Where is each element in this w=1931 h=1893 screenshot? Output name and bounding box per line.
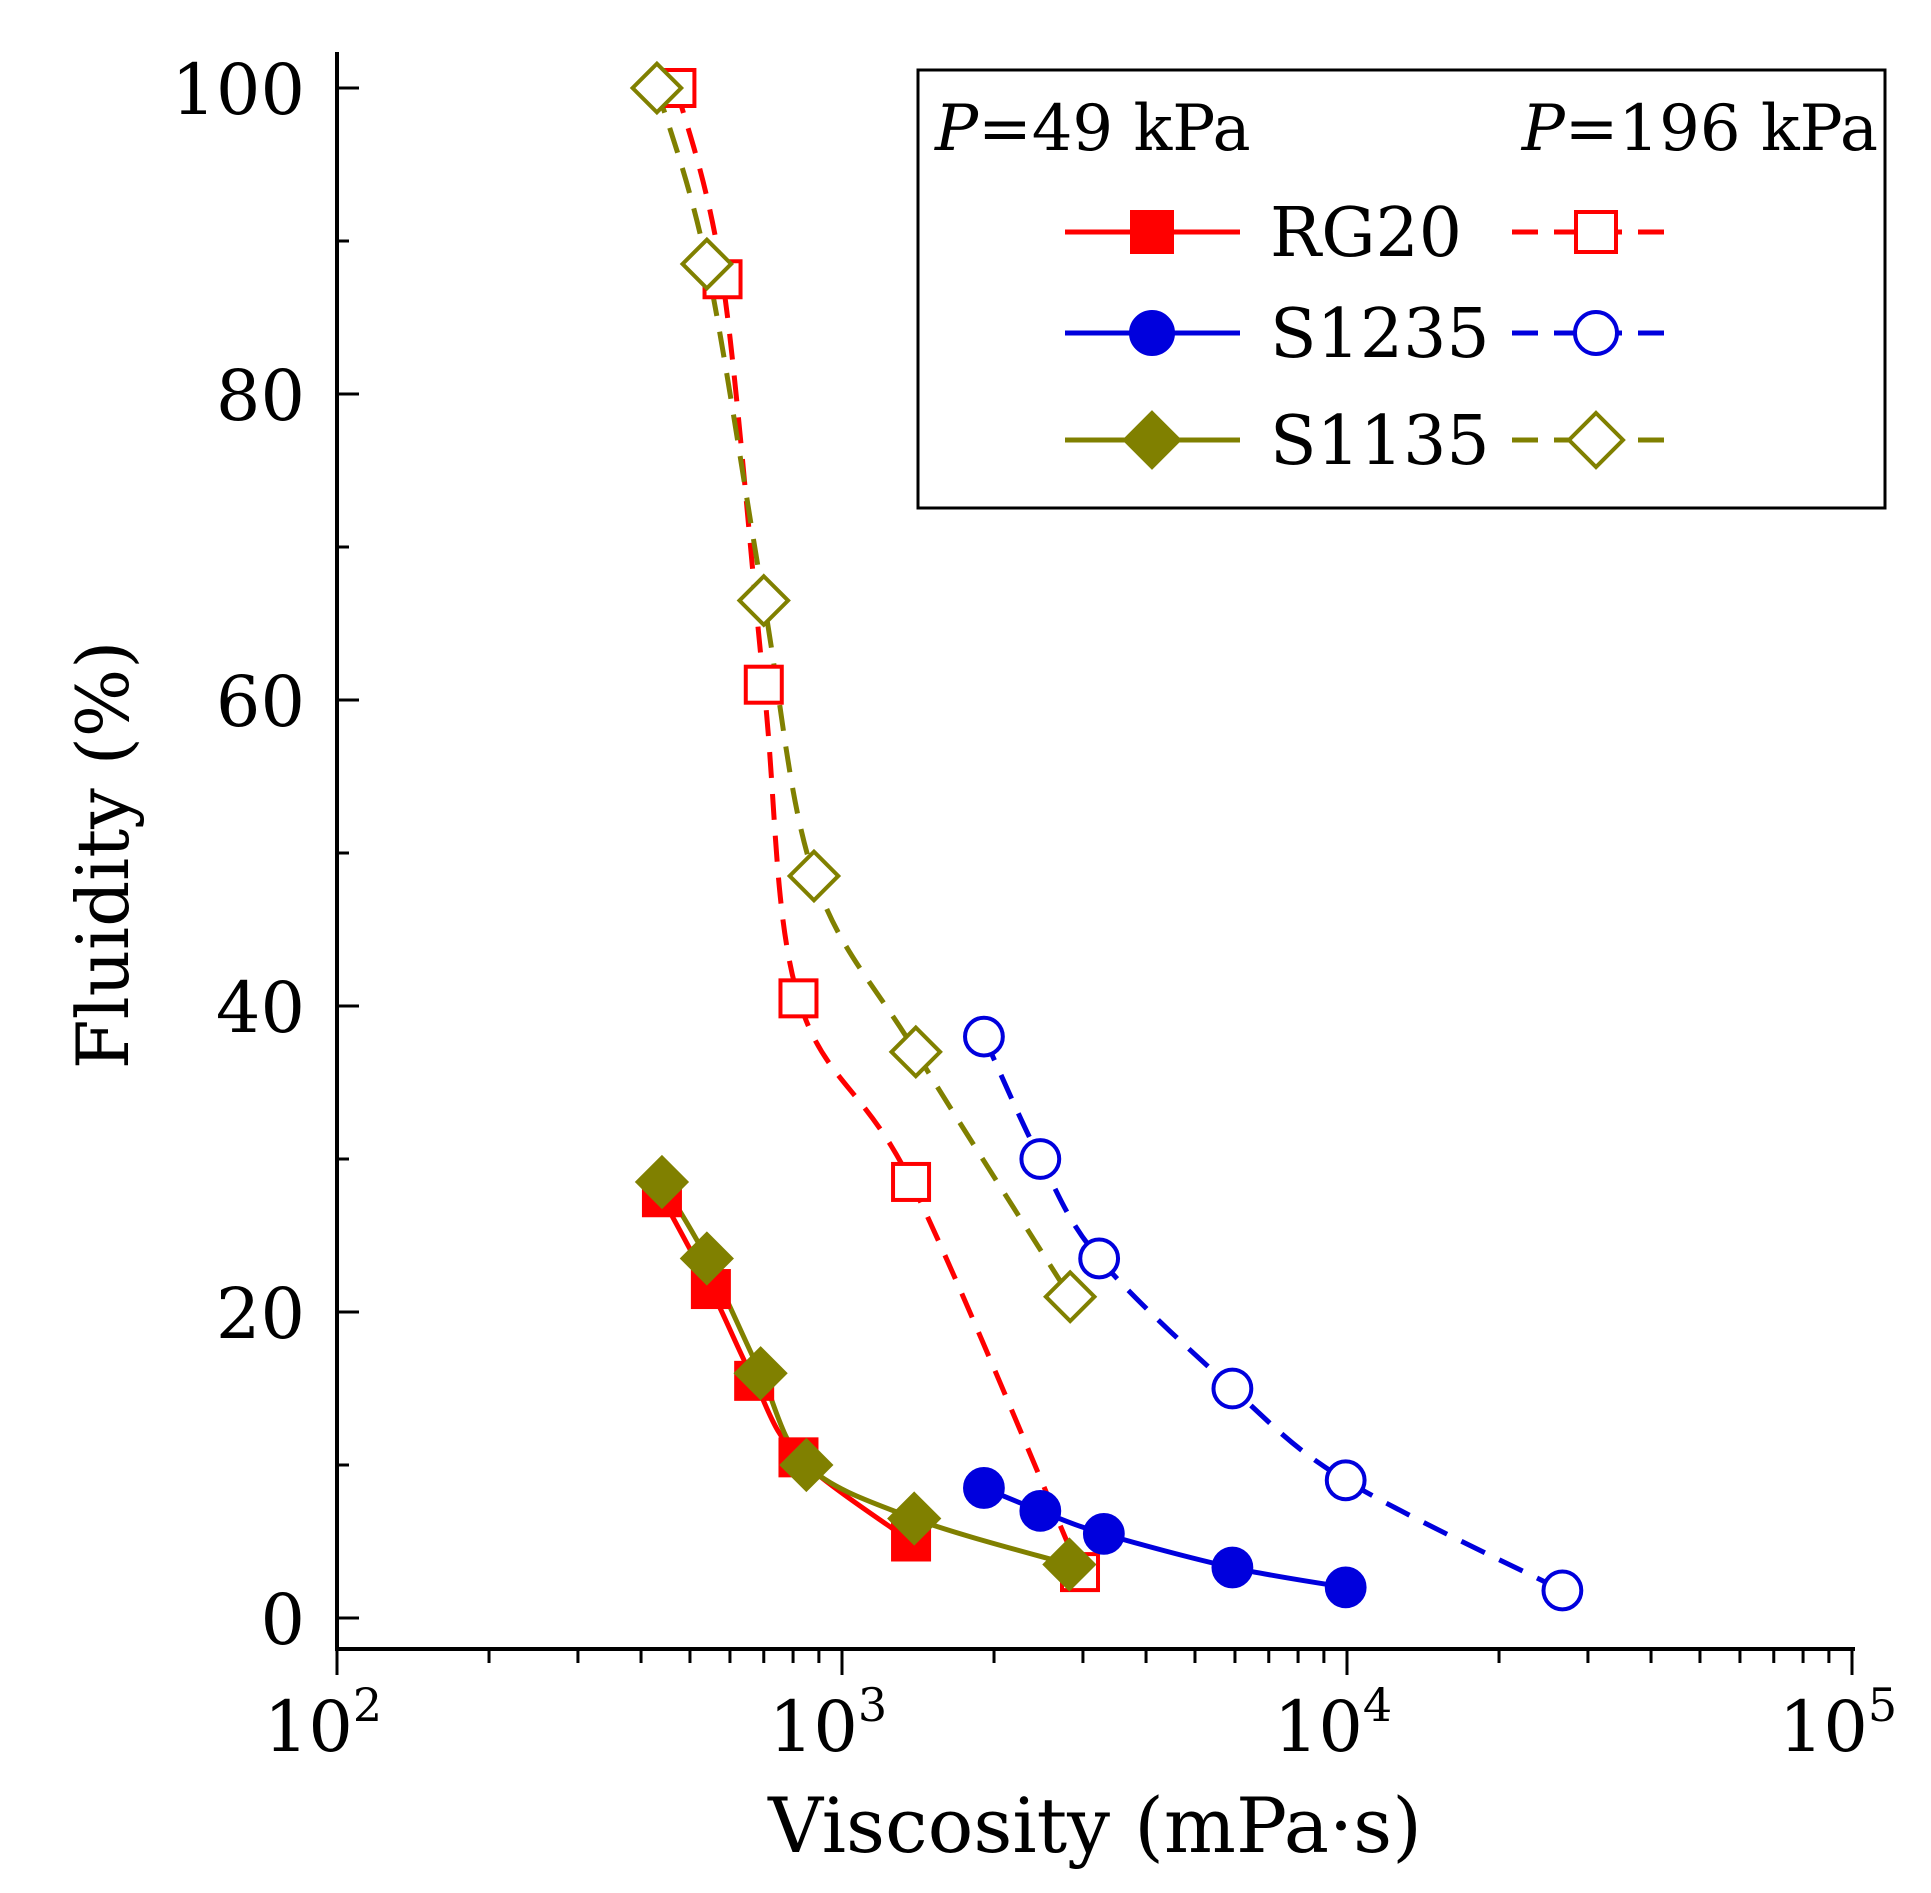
legend-marker-solid: [1129, 310, 1175, 356]
point-s1135-49kpa: [733, 1346, 788, 1401]
legend-label: RG20: [1270, 194, 1462, 273]
point-rg20-196kpa: [891, 1161, 932, 1202]
y-tick-label: 100: [171, 49, 305, 131]
legend: P=49 kPa P=196 kPa RG20 S1235 S1135: [916, 68, 1887, 510]
y-tick-label: 60: [216, 661, 305, 743]
y-ticks: 0 20 40 60 80 100: [171, 49, 359, 1661]
legend-marker-solid: [1122, 410, 1182, 470]
x-tick-label: 103: [769, 1678, 887, 1768]
y-tick-label: 40: [216, 967, 305, 1049]
point-rg20-196kpa: [778, 978, 819, 1019]
legend-label: S1235: [1270, 295, 1490, 374]
x-ticks: 102 103 104 105: [264, 1649, 1897, 1768]
y-axis-label: Fluidity (%): [61, 641, 145, 1070]
data-markers: [629, 60, 1584, 1612]
point-s1135-49kpa: [887, 1491, 942, 1546]
legend-header-196kpa: P=196 kPa: [1521, 92, 1878, 166]
point-s1135-196kpa: [629, 60, 685, 116]
legend-header-49kpa: P=49 kPa: [934, 92, 1251, 166]
point-s1235-49kpa: [1211, 1546, 1254, 1589]
point-s1235-49kpa: [1324, 1566, 1367, 1609]
point-s1135-49kpa: [1042, 1537, 1097, 1592]
legend-marker-open: [1566, 410, 1626, 470]
legend-marker-open: [1573, 310, 1619, 356]
legend-marker-open: [1574, 210, 1618, 254]
point-s1135-196kpa: [888, 1024, 943, 1080]
point-s1135-196kpa: [736, 573, 791, 628]
legend-box: [916, 68, 1887, 510]
point-s1235-196kpa: [1019, 1138, 1062, 1180]
y-tick-label: 80: [216, 355, 305, 437]
point-s1235-49kpa: [1082, 1512, 1125, 1555]
legend-rows: RG20 S1235 S1135: [1065, 194, 1680, 481]
point-s1135-49kpa: [679, 1231, 734, 1286]
point-s1235-196kpa: [1324, 1459, 1367, 1502]
point-rg20-196kpa: [743, 664, 784, 705]
point-s1135-49kpa: [779, 1437, 834, 1493]
point-s1235-196kpa: [1541, 1569, 1584, 1612]
point-s1235-49kpa: [963, 1467, 1005, 1509]
x-tick-label: 104: [1274, 1678, 1392, 1768]
point-s1135-196kpa: [679, 236, 734, 292]
point-s1135-49kpa: [634, 1154, 690, 1210]
point-s1235-49kpa: [1019, 1490, 1062, 1532]
plot-area: [629, 60, 1584, 1612]
y-tick-label: 20: [216, 1273, 305, 1355]
series-line-rg20-196kpa: [673, 87, 1083, 1574]
point-s1235-196kpa: [1078, 1237, 1121, 1280]
legend-label: S1135: [1270, 402, 1490, 481]
x-axis-label: Viscosity (mPa·s): [767, 1781, 1422, 1870]
x-tick-label: 102: [264, 1678, 382, 1768]
legend-marker-solid: [1130, 210, 1174, 254]
y-tick-label: 0: [260, 1579, 305, 1661]
point-s1235-196kpa: [963, 1015, 1005, 1058]
point-s1135-196kpa: [1043, 1269, 1098, 1324]
point-s1235-196kpa: [1211, 1367, 1254, 1410]
x-tick-label: 105: [1779, 1678, 1897, 1768]
point-s1135-196kpa: [786, 848, 842, 904]
